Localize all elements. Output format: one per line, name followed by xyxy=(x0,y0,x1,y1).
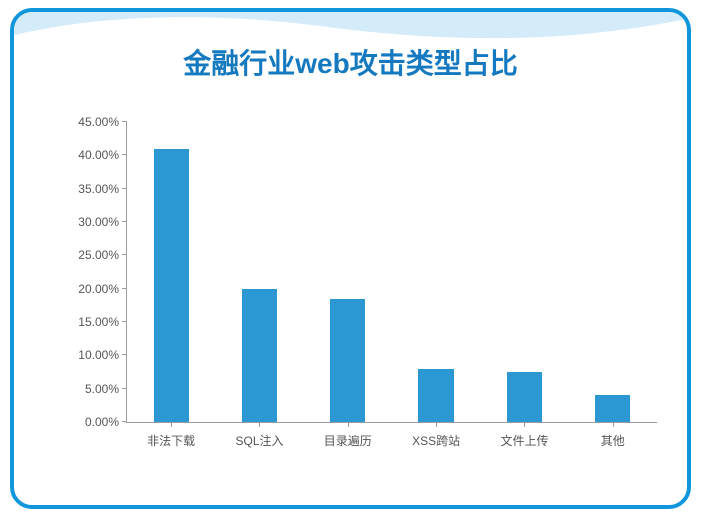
y-tick-mark xyxy=(122,321,127,322)
x-tick-label: 非法下载 xyxy=(147,432,195,449)
y-tick-label: 20.00% xyxy=(78,282,119,296)
x-tick-label: XSS跨站 xyxy=(412,432,460,449)
chart-card: 金融行业web攻击类型占比 非法下载SQL注入目录遍历XSS跨站文件上传其他 0… xyxy=(10,8,691,509)
bar xyxy=(595,395,630,422)
y-tick-label: 15.00% xyxy=(78,315,119,329)
plot-area: 非法下载SQL注入目录遍历XSS跨站文件上传其他 0.00%5.00%10.00… xyxy=(126,122,657,423)
y-tick-mark xyxy=(122,188,127,189)
y-tick-mark xyxy=(122,154,127,155)
x-tick-label: 其他 xyxy=(601,432,625,449)
bar-slot: 文件上传 xyxy=(480,122,568,422)
x-tick-mark xyxy=(436,422,437,427)
chart-plot: 非法下载SQL注入目录遍历XSS跨站文件上传其他 0.00%5.00%10.00… xyxy=(54,122,663,447)
y-tick-mark xyxy=(122,121,127,122)
x-tick-mark xyxy=(259,422,260,427)
chart-title: 金融行业web攻击类型占比 xyxy=(14,42,687,82)
y-tick-label: 10.00% xyxy=(78,348,119,362)
y-tick-mark xyxy=(122,354,127,355)
x-tick-mark xyxy=(348,422,349,427)
y-tick-mark xyxy=(122,221,127,222)
y-tick-mark xyxy=(122,254,127,255)
bar xyxy=(418,369,453,422)
bar xyxy=(330,299,365,422)
y-tick-label: 40.00% xyxy=(78,148,119,162)
y-tick-label: 5.00% xyxy=(85,382,119,396)
bar-slot: 其他 xyxy=(569,122,657,422)
x-tick-mark xyxy=(524,422,525,427)
wave-path xyxy=(10,8,691,38)
y-tick-label: 45.00% xyxy=(78,115,119,129)
x-tick-label: 文件上传 xyxy=(500,432,548,449)
bar xyxy=(242,289,277,422)
bar-slot: XSS跨站 xyxy=(392,122,480,422)
bar xyxy=(154,149,189,422)
y-tick-label: 35.00% xyxy=(78,182,119,196)
bar-slot: 目录遍历 xyxy=(304,122,392,422)
y-tick-mark xyxy=(122,288,127,289)
y-tick-label: 25.00% xyxy=(78,248,119,262)
bar-slot: SQL注入 xyxy=(215,122,303,422)
y-tick-label: 0.00% xyxy=(85,415,119,429)
bars-container: 非法下载SQL注入目录遍历XSS跨站文件上传其他 xyxy=(127,122,657,422)
y-tick-mark xyxy=(122,388,127,389)
y-tick-label: 30.00% xyxy=(78,215,119,229)
x-tick-mark xyxy=(613,422,614,427)
x-tick-label: SQL注入 xyxy=(235,432,283,449)
y-tick-mark xyxy=(122,421,127,422)
bar-slot: 非法下载 xyxy=(127,122,215,422)
x-tick-mark xyxy=(171,422,172,427)
bar xyxy=(507,372,542,422)
x-tick-label: 目录遍历 xyxy=(324,432,372,449)
